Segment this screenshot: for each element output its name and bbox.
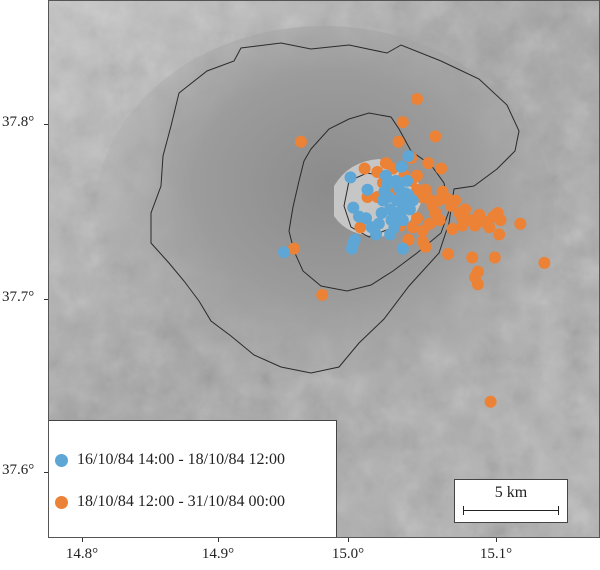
y-tick-mark [44,124,48,125]
epicenter-point [354,221,367,234]
y-tick-label: 37.6° [2,462,35,478]
epicenter-point [411,93,423,105]
epicenter-point [361,183,374,196]
epicenter-point [471,278,484,291]
epicenter-point [389,174,402,187]
epicenter-point [493,228,506,241]
epicenter-point [287,242,300,255]
epicenter-point [358,162,371,175]
epicenter-point [402,150,415,162]
epicenter-point [423,217,436,230]
x-tick-label: 15.0° [331,546,365,562]
epicenter-point [294,135,307,148]
epicenter-point [433,214,446,227]
legend-item-period-1: 16/10/84 14:00 - 18/10/84 12:00 [55,448,285,472]
x-tick-mark [218,538,219,542]
legend-dot-orange [55,495,68,509]
epicenter-point [395,160,408,173]
epicenter-point [392,135,405,148]
scale-label: 5 km [494,484,528,501]
x-tick-label: 14.9° [201,546,235,562]
caldera-outline [150,42,520,374]
epicenter-point [416,235,429,248]
x-tick-mark [348,538,349,542]
scale-tick-left [463,506,464,515]
epicenter-point [379,169,392,182]
epicenter-point [384,228,397,241]
epicenter-point [411,212,423,225]
legend: 16/10/84 14:00 - 18/10/84 12:00 18/10/84… [49,420,337,537]
x-tick-mark [82,538,83,542]
epicenter-point [360,212,372,225]
earthquake-layer [278,93,551,408]
y-tick-mark [44,472,48,473]
epicenter-point [396,116,409,129]
epicenter-point [372,217,385,230]
volcano-shading [94,26,554,406]
x-tick-label: 15.1° [479,546,513,562]
epicenter-point [449,194,462,207]
epicenter-point [344,171,357,184]
epicenter-point [494,214,507,227]
legend-label: 16/10/84 14:00 - 18/10/84 12:00 [77,451,285,468]
legend-item-period-2: 18/10/84 12:00 - 31/10/84 00:00 [55,490,285,514]
epicenter-point [456,219,469,232]
epicenter-point [488,251,501,264]
epicenter-point [459,203,472,216]
scale-bar: 5 km [454,479,568,523]
epicenter-point [347,201,360,214]
epicenter-point [370,228,382,241]
epicenter-point [402,233,415,246]
epicenter-point [396,242,409,255]
epicenter-point [471,265,484,278]
epicenter-point [483,221,496,234]
y-tick-mark [44,299,48,300]
inner-outline [288,112,450,292]
y-tick-label: 37.7° [2,289,35,305]
scale-tick-right [558,506,559,515]
x-tick-mark [496,538,497,542]
epicenter-point [435,162,448,175]
epicenter-point [446,223,459,235]
epicenter-point [348,233,361,246]
epicenter-point [406,221,419,234]
y-tick-label: 37.8° [2,114,35,130]
epicenter-point [401,174,414,187]
epicenter-point [514,217,527,230]
series-period-1 [278,150,419,259]
epicenter-point [316,288,329,301]
x-tick-label: 14.8° [65,546,99,562]
scale-line [463,510,559,511]
epicenter-point [278,246,290,259]
epicenter-point [422,157,435,170]
epicenter-point [538,256,551,269]
epicenter-point [429,130,442,143]
epicenter-point [406,194,419,207]
epicenter-point [442,248,455,260]
legend-dot-blue [55,453,68,467]
epicenter-point [469,219,481,232]
epicenter-point [396,214,409,227]
epicenter-point [484,395,497,408]
epicenter-point [466,251,479,264]
legend-label: 18/10/84 12:00 - 31/10/84 00:00 [77,493,285,510]
